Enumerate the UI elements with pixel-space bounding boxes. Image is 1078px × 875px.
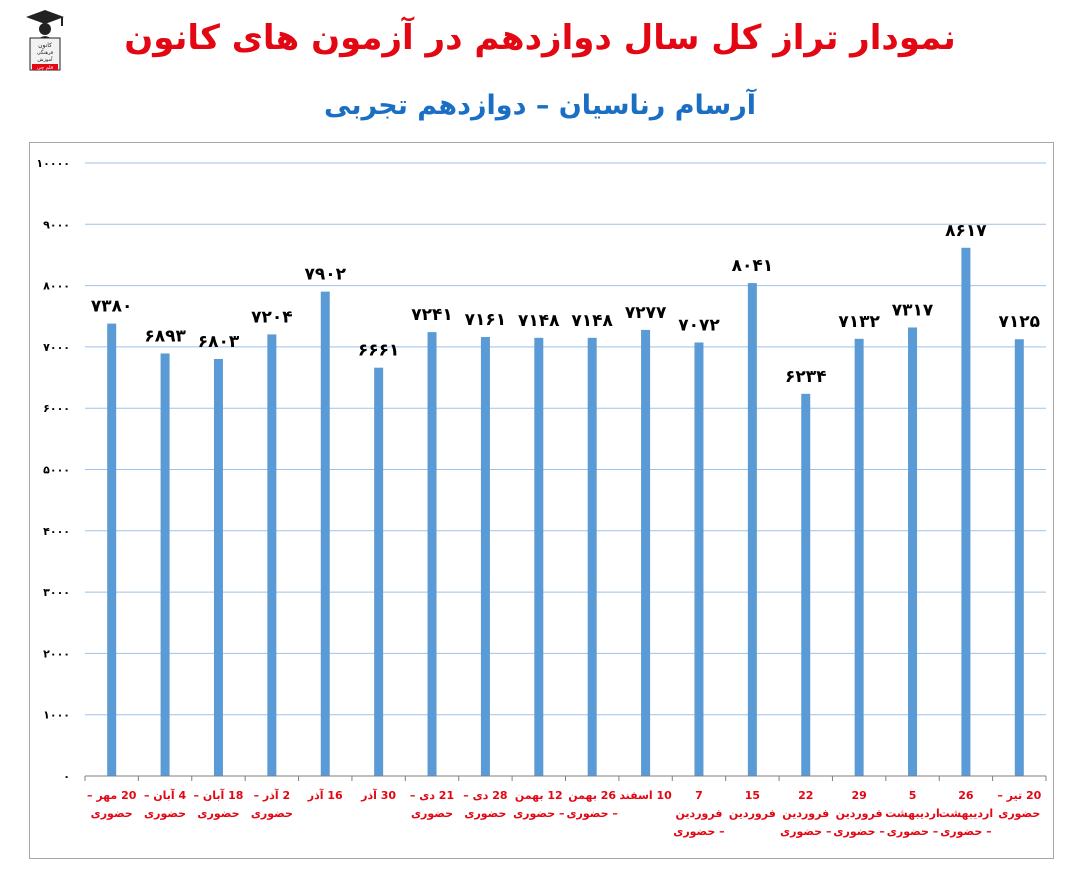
bar bbox=[694, 342, 704, 776]
bar bbox=[908, 327, 918, 776]
y-tick-label: ۶۰۰۰ bbox=[43, 402, 70, 415]
y-tick-labels: ۰ ۱۰۰۰ ۲۰۰۰ ۳۰۰۰ ۴۰۰۰ ۵۰۰۰ ۶۰۰۰ ۷۰۰۰ ۸۰۰۰ ۹۰۰۰ ۱۰۰… bbox=[36, 157, 70, 783]
bar bbox=[747, 283, 757, 776]
bar bbox=[160, 353, 170, 776]
chart-frame bbox=[29, 142, 1054, 859]
bar bbox=[641, 329, 651, 776]
bar bbox=[320, 291, 330, 776]
graduate-icon: کانون فرهنگی آموزش قلم چی bbox=[26, 10, 64, 71]
data-label: ۷۰۷۲ bbox=[678, 315, 720, 335]
data-label: ۷۱۴۸ bbox=[571, 311, 613, 331]
data-label: ۶۲۳۴ bbox=[785, 367, 827, 387]
chart-title: نمودار تراز کل سال دوازدهم در آزمون های … bbox=[124, 18, 956, 58]
bar bbox=[213, 358, 223, 776]
logo-line-2: فرهنگی bbox=[37, 49, 54, 56]
bar bbox=[374, 367, 384, 776]
data-labels: ۷۳۸۰ ۶۸۹۳ ۶۸۰۳ ۷۲۰۴ ۷۹۰۲ ۶۶۶۱ ۷۲۴۱ ۷۱۶۱ ۷۱۴۸ ۷۱۴۸… bbox=[91, 221, 1040, 387]
data-label: ۷۱۳۲ bbox=[838, 312, 880, 332]
bar bbox=[854, 338, 864, 776]
bar bbox=[801, 393, 811, 776]
data-label: ۷۳۱۷ bbox=[892, 300, 934, 320]
data-label: ۷۲۷۷ bbox=[625, 303, 667, 323]
chart-subtitle: آرسام رناسیان – دوازدهم تجربی bbox=[324, 90, 756, 121]
gridlines bbox=[85, 162, 1046, 716]
data-label: ۶۶۶۱ bbox=[358, 341, 400, 361]
logo-line-3: آموزش bbox=[37, 56, 53, 63]
data-label: ۶۸۹۳ bbox=[144, 326, 186, 346]
data-label: ۷۱۴۸ bbox=[518, 311, 560, 331]
data-label: ۸۶۱۷ bbox=[945, 221, 987, 241]
bar bbox=[107, 323, 117, 776]
bar bbox=[587, 337, 597, 776]
logo-line-1: کانون bbox=[38, 42, 52, 49]
bar bbox=[1014, 339, 1024, 776]
x-axis bbox=[84, 775, 1047, 781]
y-tick-label: ۳۰۰۰ bbox=[43, 586, 70, 599]
y-tick-label: ۷۰۰۰ bbox=[43, 341, 70, 354]
data-label: ۷۱۲۵ bbox=[999, 312, 1041, 332]
y-tick-label: ۱۰۰۰ bbox=[43, 709, 70, 722]
data-label: ۸۰۴۱ bbox=[732, 256, 774, 276]
y-tick-label: ۱۰۰۰۰ bbox=[36, 157, 70, 170]
y-tick-label: ۰ bbox=[63, 770, 70, 783]
y-tick-label: ۵۰۰۰ bbox=[43, 464, 70, 477]
y-tick-label: ۴۰۰۰ bbox=[43, 525, 70, 538]
y-tick-label: ۲۰۰۰ bbox=[43, 647, 70, 660]
bar bbox=[961, 247, 971, 776]
data-label: ۷۱۶۱ bbox=[465, 310, 507, 330]
data-label: ۷۲۰۴ bbox=[251, 307, 293, 327]
bar bbox=[534, 337, 544, 776]
bar bbox=[267, 334, 277, 776]
data-label: ۷۲۴۱ bbox=[411, 305, 453, 325]
bar bbox=[427, 332, 437, 776]
data-label: ۷۹۰۲ bbox=[304, 265, 346, 285]
logo: کانون فرهنگی آموزش قلم چی bbox=[20, 8, 70, 74]
y-tick-label: ۸۰۰۰ bbox=[43, 280, 70, 293]
bar bbox=[480, 337, 490, 776]
y-tick-label: ۹۰۰۰ bbox=[43, 218, 70, 231]
bars bbox=[107, 247, 1024, 776]
data-label: ۶۸۰۳ bbox=[198, 332, 240, 352]
logo-line-4: قلم چی bbox=[37, 65, 54, 71]
data-label: ۷۳۸۰ bbox=[91, 297, 133, 317]
